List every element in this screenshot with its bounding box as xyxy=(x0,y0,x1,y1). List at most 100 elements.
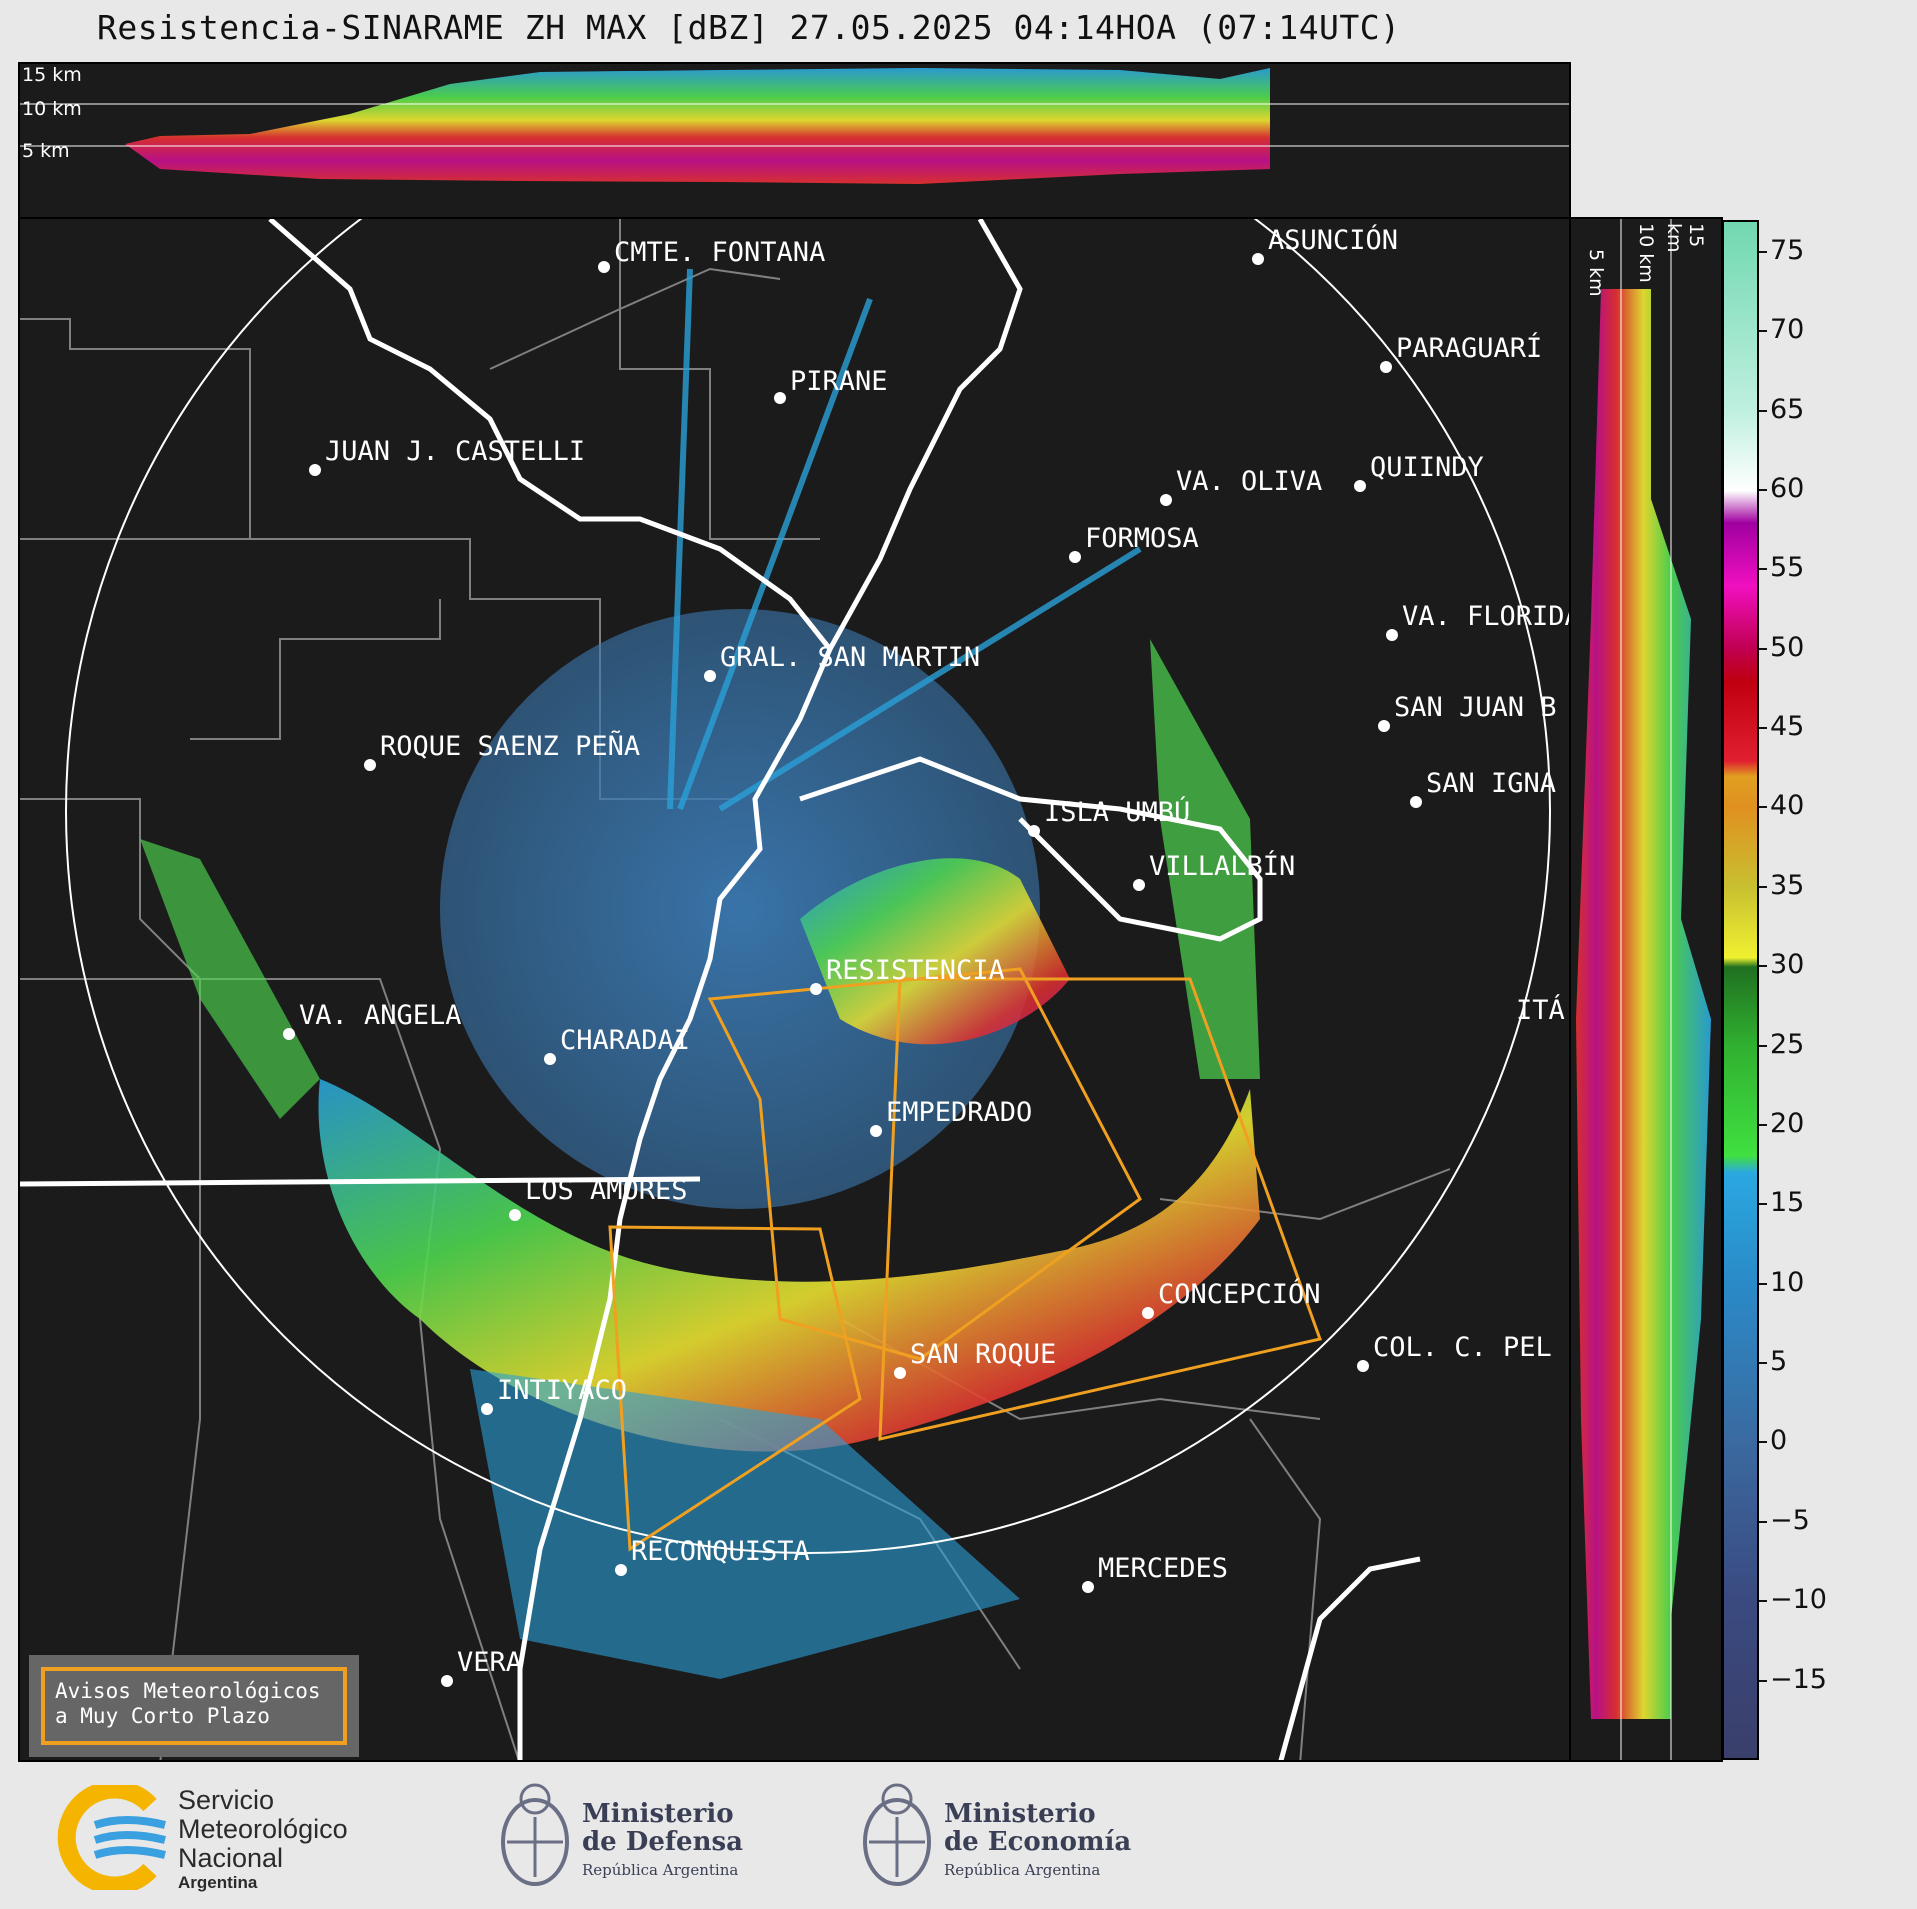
colorbar-tickmark xyxy=(1759,965,1767,968)
top-xsec-label-10km: 10 km xyxy=(22,98,82,120)
city-label: RECONQUISTA xyxy=(631,1536,810,1567)
colorbar-tickmark xyxy=(1759,330,1767,333)
city-marker: JUAN J. CASTELLI xyxy=(309,436,585,476)
city-dot xyxy=(1069,551,1081,563)
convective-band xyxy=(318,1079,1260,1452)
colorbar-tickmark xyxy=(1759,1679,1767,1682)
top-xsec-echo xyxy=(125,68,1270,184)
city-label: SAN IGNA xyxy=(1426,768,1556,799)
economy-seal-icon xyxy=(863,1783,931,1886)
city-dot xyxy=(894,1367,906,1379)
colorbar-tickmark xyxy=(1759,1044,1767,1047)
city-label: INTIYACO xyxy=(497,1375,627,1406)
city-marker: ASUNCIÓN xyxy=(1252,224,1398,265)
defense-line-2: de Defensa xyxy=(582,1827,743,1857)
city-label: QUIINDY xyxy=(1370,452,1484,483)
city-markers: CMTE. FONTANA ASUNCIÓN PARAGUARÍ PIRANE JUAN… xyxy=(283,224,1571,1687)
right-xsec-echo xyxy=(1576,289,1711,1719)
city-dot xyxy=(544,1053,556,1065)
city-marker: ISLA UMBÚ xyxy=(1028,796,1190,837)
warning-polygon xyxy=(608,1225,862,1552)
city-label: PIRANE xyxy=(790,366,888,397)
warnings-legend: Avisos Meteorológicos a Muy Corto Plazo xyxy=(29,1655,359,1757)
city-label: ITÁ xyxy=(1516,994,1565,1026)
city-label: ROQUE SAENZ PEÑA xyxy=(380,730,640,762)
city-label: PARAGUARÍ xyxy=(1396,332,1542,364)
colorbar-tickmark xyxy=(1759,1520,1767,1523)
colorbar-tick-label: −5 xyxy=(1770,1504,1810,1536)
colorbar-tickmark xyxy=(1759,1282,1767,1285)
colorbar-tick-label: 5 xyxy=(1770,1346,1788,1378)
city-label: GRAL. SAN MARTIN xyxy=(720,642,980,673)
colorbar-tick-label: 15 xyxy=(1770,1187,1805,1219)
city-label: VA. ANGELA xyxy=(299,1000,462,1031)
city-dot xyxy=(1410,796,1422,808)
warning-polygon xyxy=(878,977,1322,1441)
radar-map: CMTE. FONTANA ASUNCIÓN PARAGUARÍ PIRANE JUAN… xyxy=(18,217,1571,1762)
smn-line-3: Nacional xyxy=(178,1843,284,1873)
city-label: SAN JUAN B xyxy=(1394,692,1557,723)
eastern-echo-strip xyxy=(1150,639,1260,1079)
colorbar-tick-label: −15 xyxy=(1770,1663,1827,1695)
colorbar-tick-label: 25 xyxy=(1770,1028,1805,1060)
city-marker: LOS AMORES xyxy=(509,1175,688,1221)
city-label: CONCEPCIÓN xyxy=(1158,1278,1321,1310)
colorbar-tick-label: 60 xyxy=(1770,472,1805,504)
smn-logo-text: Servicio Meteorológico Nacional Argentin… xyxy=(178,1786,348,1893)
colorbar-tickmark xyxy=(1759,1362,1767,1365)
city-marker: VA. FLORIDA xyxy=(1386,601,1571,641)
warning-polygons xyxy=(608,967,1322,1552)
right-xsec-label-5km: 5 km xyxy=(1585,249,1607,297)
country-borders xyxy=(20,219,1421,1760)
colorbar-tick-label: 75 xyxy=(1770,234,1805,266)
city-label: ASUNCIÓN xyxy=(1268,224,1398,256)
city-dot xyxy=(1028,825,1040,837)
city-marker: QUIINDY xyxy=(1354,452,1484,492)
economy-line-2: de Economía xyxy=(944,1827,1132,1857)
city-marker: RECONQUISTA xyxy=(615,1536,810,1576)
city-label: ISLA UMBÚ xyxy=(1044,796,1190,828)
colorbar-tickmark xyxy=(1759,885,1767,888)
city-marker: VA. ANGELA xyxy=(283,1000,462,1040)
convective-cells-north xyxy=(800,858,1070,1045)
city-dot xyxy=(1386,629,1398,641)
city-label: CMTE. FONTANA xyxy=(614,237,825,268)
city-dot xyxy=(283,1028,295,1040)
colorbar-tickmark xyxy=(1759,727,1767,730)
colorbar-tick-label: 70 xyxy=(1770,314,1805,346)
colorbar-tickmark xyxy=(1759,250,1767,253)
reflectivity-colorbar xyxy=(1722,220,1759,1760)
city-dot xyxy=(1142,1307,1154,1319)
right-cross-section: 5 km 10 km 15 km xyxy=(1569,217,1723,1762)
colorbar-tick-label: 20 xyxy=(1770,1107,1805,1139)
colorbar-tickmark xyxy=(1759,1600,1767,1603)
city-dot xyxy=(1133,879,1145,891)
southern-echo xyxy=(470,1369,1020,1679)
city-dot xyxy=(509,1209,521,1221)
smn-line-2: Meteorológico xyxy=(178,1814,348,1844)
colorbar-tickmark xyxy=(1759,647,1767,650)
figure-title: Resistencia-SINARAME ZH MAX [dBZ] 27.05.… xyxy=(97,8,1401,47)
colorbar-tick-label: 0 xyxy=(1770,1425,1788,1457)
warning-polygon xyxy=(707,967,1142,1361)
city-dot xyxy=(1160,494,1172,506)
city-dot xyxy=(615,1564,627,1576)
city-dot xyxy=(810,983,822,995)
city-marker: SAN ROQUE xyxy=(894,1339,1056,1379)
colorbar-tickmark xyxy=(1759,488,1767,491)
colorbar-tick-label: 65 xyxy=(1770,393,1805,425)
city-dot xyxy=(598,261,610,273)
colorbar-tick-label: 10 xyxy=(1770,1266,1805,1298)
city-label: VA. FLORIDA xyxy=(1402,601,1571,632)
city-marker: MERCEDES xyxy=(1082,1553,1228,1593)
colorbar-tick-label: 40 xyxy=(1770,790,1805,822)
top-xsec-label-15km: 15 km xyxy=(22,64,82,86)
city-label: COL. C. PEL xyxy=(1373,1332,1552,1363)
city-dot xyxy=(704,670,716,682)
colorbar-tick-label: 35 xyxy=(1770,869,1805,901)
city-marker: PIRANE xyxy=(774,366,888,404)
city-marker: ITÁ xyxy=(1516,994,1565,1026)
legend-line-2: a Muy Corto Plazo xyxy=(55,1704,270,1728)
city-label: JUAN J. CASTELLI xyxy=(325,436,585,467)
colorbar-tickmark xyxy=(1759,568,1767,571)
